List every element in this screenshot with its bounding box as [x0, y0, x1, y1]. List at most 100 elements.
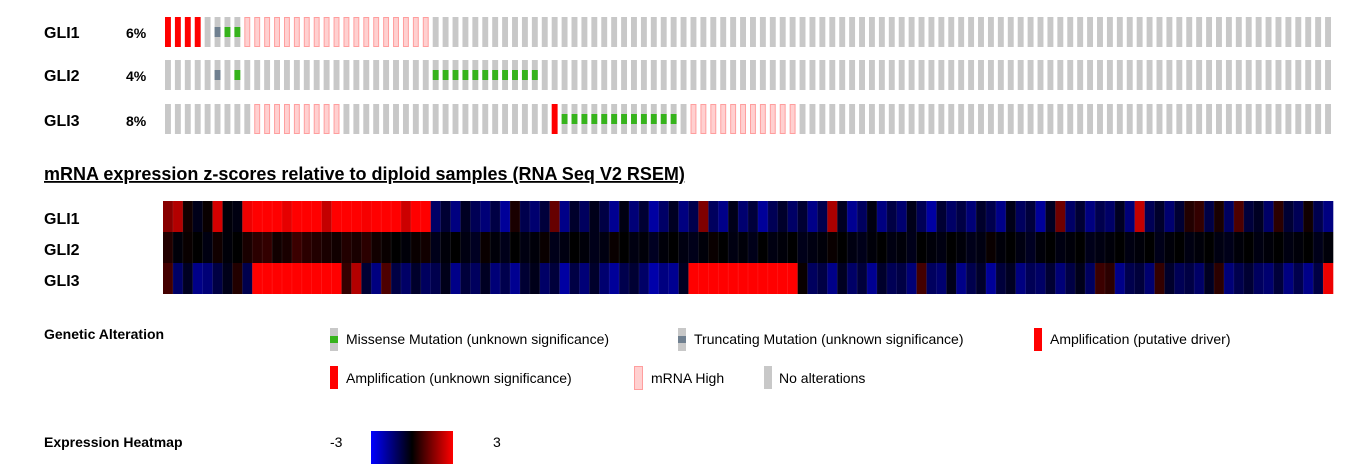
heatmap-cell-gli2-109 — [1243, 232, 1254, 263]
oncoprint-cell-gli2-82 — [978, 60, 984, 90]
heatmap-cell-gli3-94 — [1095, 263, 1106, 294]
oncoprint-cell-gli2-6 — [224, 60, 231, 90]
heatmap-cell-gli2-102 — [1174, 232, 1185, 263]
oncoprint-cell-gli2-70 — [859, 60, 865, 90]
oncoprint-cell-gli1-33 — [492, 17, 499, 47]
oncoprint-cell-gli2-22 — [383, 60, 390, 90]
heatmap-cell-gli1-83 — [985, 201, 997, 232]
heatmap-cell-gli3-62 — [777, 263, 788, 294]
oncoprint-cell-gli3-57-mrna-high — [730, 104, 737, 134]
heatmap-cell-gli1-0 — [163, 201, 174, 232]
oncoprint-cell-gli1-70 — [859, 17, 865, 47]
heatmap-cell-gli3-56 — [718, 263, 729, 294]
heatmap-cell-gli1-5 — [212, 201, 223, 232]
heatmap-cell-gli3-95 — [1104, 263, 1116, 294]
oncoprint-cell-gli3-85 — [1007, 104, 1014, 134]
oncoprint-cell-gli2-9 — [254, 60, 261, 90]
heatmap-cell-gli2-49 — [648, 232, 660, 263]
oncoprint-cell-gli3-75 — [908, 104, 915, 134]
heatmap-cell-gli1-53 — [688, 201, 699, 232]
heatmap-cell-gli2-15 — [311, 232, 322, 263]
heatmap-cell-gli3-61 — [767, 263, 779, 294]
oncoprint-cell-gli1-37 — [531, 17, 538, 47]
heatmap-cell-gli3-82 — [976, 263, 987, 294]
oncoprint-cell-gli3-56-mrna-high — [720, 104, 727, 134]
oncoprint-cell-gli1-78 — [938, 17, 945, 47]
oncoprint-cell-gli2-23 — [393, 60, 399, 90]
heatmap-cell-gli1-104 — [1194, 201, 1205, 232]
oncoprint-cell-gli1-50 — [660, 17, 667, 47]
oncoprint-cell-gli3-80 — [958, 104, 965, 134]
heatmap-cell-gli1-85 — [1005, 201, 1017, 232]
oncoprint-cell-gli1-77 — [928, 17, 935, 47]
heatmap-cell-gli3-60 — [757, 263, 769, 294]
oncoprint-cell-gli1-42 — [581, 17, 588, 47]
oncoprint-cell-gli3-40-missense — [561, 114, 568, 124]
oncoprint-cell-gli2-83 — [987, 60, 994, 90]
oncoprint-tracks — [165, 17, 1331, 134]
oncoprint-cell-gli3-74 — [898, 104, 905, 134]
oncoprint-cell-gli2-43 — [591, 60, 598, 90]
heatmap-cell-gli2-112 — [1273, 232, 1284, 263]
heatmap-cell-gli2-25 — [410, 232, 422, 263]
oncoprint-cell-gli2-92 — [1077, 60, 1084, 90]
oncoprint-cell-gli2-109 — [1245, 60, 1252, 90]
oncoprint-cell-gli1-31 — [472, 17, 479, 47]
oncoprint-cell-gli3-0 — [165, 104, 171, 134]
heatmap-cell-gli1-36 — [519, 201, 531, 232]
oncoprint-cell-gli2-5-truncating — [214, 70, 221, 80]
oncoprint-cell-gli1-93 — [1087, 17, 1094, 47]
heatmap-cell-gli2-33 — [490, 232, 501, 263]
oncoprint-cell-gli1-14-mrna-high — [303, 17, 310, 47]
heatmap-cell-gli2-40 — [559, 232, 570, 263]
heatmap-cell-gli1-96 — [1114, 201, 1126, 232]
oncoprint-cell-gli3-86 — [1017, 104, 1024, 134]
heatmap-cell-gli2-14 — [301, 232, 313, 263]
heatmap-cell-gli3-43 — [589, 263, 600, 294]
legend-swatch-missense — [330, 336, 338, 343]
legend-label-amp-unknown: Amplification (unknown significance) — [346, 370, 572, 386]
heatmap-cell-gli3-110 — [1253, 263, 1264, 294]
heatmap-cell-gli1-18 — [341, 201, 352, 232]
heatmap-cell-gli3-5 — [212, 263, 223, 294]
oncoprint-cell-gli2-34-missense — [502, 70, 509, 80]
heatmap-cell-gli2-31 — [470, 232, 481, 263]
oncoprint-cell-gli2-88 — [1037, 60, 1044, 90]
heatmap-cell-gli2-64 — [797, 232, 808, 263]
heatmap-cell-gli3-1 — [172, 263, 184, 294]
oncoprint-cell-gli3-79 — [948, 104, 955, 134]
heatmap-cell-gli2-103 — [1184, 232, 1195, 263]
oncoprint-cell-gli3-26 — [422, 104, 429, 134]
heatmap-cell-gli3-58 — [738, 263, 749, 294]
heatmap-cell-gli1-76 — [916, 201, 927, 232]
oncoprint-cell-gli1-87 — [1027, 17, 1034, 47]
oncoprint-cell-gli1-96 — [1116, 17, 1123, 47]
heatmap-cell-gli2-32 — [480, 232, 491, 263]
oncoprint-cell-gli2-40 — [561, 60, 568, 90]
oncoprint-cell-gli3-24 — [402, 104, 409, 134]
heatmap-cell-gli1-116 — [1313, 201, 1324, 232]
heatmap-cell-gli2-56 — [718, 232, 729, 263]
oncoprint-cell-gli1-48 — [640, 17, 647, 47]
heatmap-cell-gli3-55 — [708, 263, 719, 294]
oncoprint-cell-gli2-17 — [333, 60, 340, 90]
oncoprint-cell-gli1-45 — [611, 17, 618, 47]
heatmap-cell-gli1-42 — [579, 201, 590, 232]
oncoprint-cell-gli3-98 — [1136, 104, 1143, 134]
heatmap-cell-gli2-68 — [837, 232, 848, 263]
heatmap-cell-gli2-82 — [976, 232, 987, 263]
oncoprint-cell-gli3-1 — [174, 104, 181, 134]
heatmap-cell-gli1-31 — [470, 201, 481, 232]
heatmap-cell-gli1-93 — [1085, 201, 1096, 232]
heatmap-cell-gli3-105 — [1204, 263, 1215, 294]
heatmap-cell-gli2-71 — [866, 232, 878, 263]
oncoprint-cell-gli2-32-missense — [482, 70, 489, 80]
heatmap-cell-gli1-52 — [678, 201, 689, 232]
oncoprint-cell-gli1-88 — [1037, 17, 1044, 47]
heatmap-cell-gli3-47 — [629, 263, 640, 294]
oncoprint-cell-gli2-35-missense — [512, 70, 518, 80]
oncoprint-cell-gli1-47 — [631, 17, 637, 47]
heatmap-cell-gli3-90 — [1055, 263, 1066, 294]
oncoprint-cell-gli3-77 — [928, 104, 935, 134]
oncoprint-cell-gli3-99 — [1146, 104, 1153, 134]
